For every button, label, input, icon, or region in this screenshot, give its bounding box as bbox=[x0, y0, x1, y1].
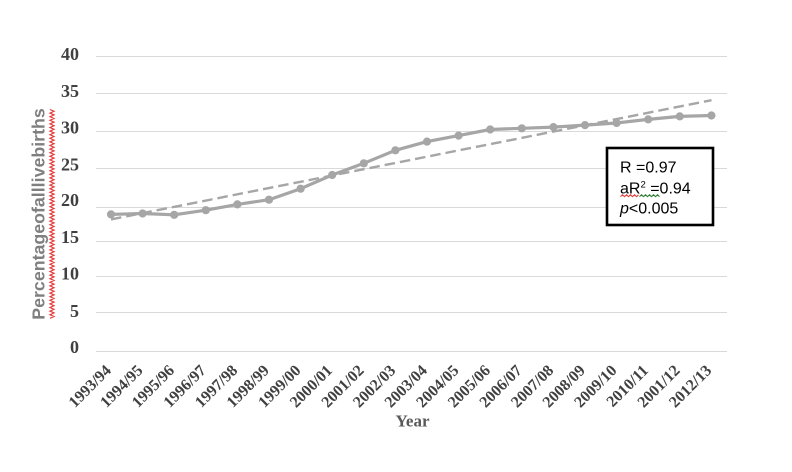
svg-text:35: 35 bbox=[61, 81, 79, 101]
svg-text:Year: Year bbox=[396, 412, 430, 431]
svg-text:25: 25 bbox=[61, 154, 79, 174]
svg-text:10: 10 bbox=[61, 264, 79, 284]
svg-text:p<0.005: p<0.005 bbox=[619, 201, 678, 218]
svg-text:30: 30 bbox=[61, 118, 79, 138]
svg-text:aR2 =0.94: aR2 =0.94 bbox=[620, 180, 691, 198]
svg-text:R =0.97: R =0.97 bbox=[620, 160, 677, 177]
svg-text:20: 20 bbox=[61, 190, 79, 210]
svg-text:40: 40 bbox=[61, 44, 79, 64]
svg-text:15: 15 bbox=[61, 227, 79, 247]
svg-text:5: 5 bbox=[70, 301, 79, 321]
svg-text:Percentageofalllivebirths: Percentageofalllivebirths bbox=[29, 108, 49, 320]
svg-text:0: 0 bbox=[70, 337, 79, 357]
